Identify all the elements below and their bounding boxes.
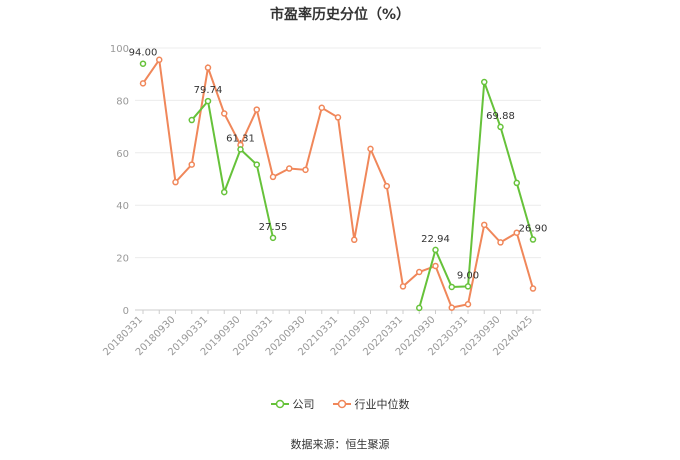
data-point-industry-median [188,161,195,168]
data-point-industry-median [367,145,374,153]
data-point-company [269,234,277,242]
y-tick-label: 0 [123,306,129,317]
data-point-industry-median [204,64,212,71]
data-point-company [432,246,439,254]
data-label-company: 22.94 [421,234,450,245]
data-point-company [464,283,472,290]
data-point-industry-median [399,283,407,290]
data-point-industry-median [351,236,358,244]
data-point-industry-median [432,262,439,270]
data-point-industry-median [481,221,488,229]
data-point-company [513,179,520,187]
data-point-industry-median [156,56,163,64]
data-point-industry-median [529,285,537,292]
data-point-industry-median [172,178,179,186]
data-point-company [188,116,195,124]
data-point-industry-median [464,300,472,308]
y-tick-label: 20 [116,254,129,265]
data-point-company [139,60,147,67]
legend-company-label: 公司 [292,398,315,411]
data-point-industry-median [269,173,277,181]
data-point-industry-median [139,80,147,87]
legend-company-marker-icon [270,399,289,409]
data-label-company: 61.31 [226,133,255,144]
data-point-industry-median [383,182,390,190]
data-label-company: 27.55 [259,222,288,233]
chart-title: 市盈率历史分位（%） [269,7,411,23]
data-point-company [529,236,537,243]
chart-plot-area: 0204060801002018033120180930201903312019… [101,44,548,358]
legend-industry-label: 行业中位数 [354,398,410,411]
data-label-company: 26.90 [519,224,548,235]
data-point-company [253,161,260,168]
y-tick-label: 60 [116,149,129,160]
series-line-company [190,98,274,239]
data-label-company: 9.00 [457,270,479,281]
y-tick-label: 40 [116,201,129,212]
data-point-industry-median [318,104,325,111]
data-point-company [481,78,488,86]
data-point-industry-median [253,106,260,113]
data-source: 数据来源：恒生聚源 [290,438,390,451]
data-point-company [448,283,455,291]
data-point-industry-median [497,239,504,246]
data-point-industry-median [416,268,423,276]
data-point-industry-median [448,304,455,311]
data-label-company: 94.00 [129,48,158,59]
data-point-company [237,146,244,153]
data-point-company [221,188,228,196]
data-point-industry-median [513,229,520,236]
data-label-company: 69.88 [486,111,515,122]
data-point-industry-median [221,110,228,117]
data-point-industry-median [286,165,293,172]
data-point-company [497,123,504,131]
data-point-company [416,304,423,312]
legend-item-company[interactable]: 公司 [270,396,315,412]
data-point-industry-median [302,166,309,174]
legend-item-industry-median[interactable]: 行业中位数 [332,396,410,412]
data-point-industry-median [334,114,342,121]
series-line-company [418,81,534,309]
y-tick-label: 100 [110,44,129,55]
y-tick-label: 80 [116,96,129,107]
legend-industry-marker-icon [332,399,351,409]
data-point-company [204,97,212,105]
chart-legend: 公司 行业中位数 [0,396,680,412]
data-label-company: 79.74 [194,85,223,96]
